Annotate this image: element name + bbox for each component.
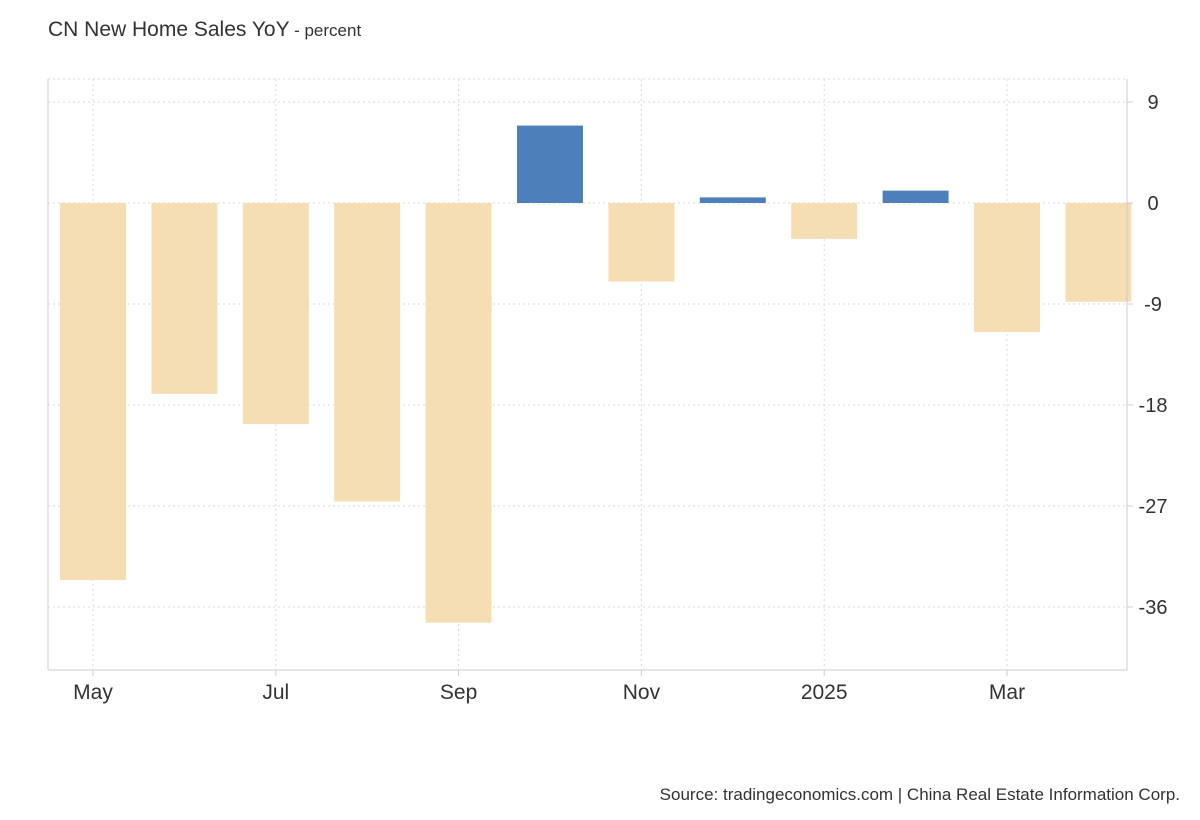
x-tick-label: Jul: [262, 681, 289, 704]
bar: [791, 203, 858, 239]
y-tick-label: 0: [1147, 193, 1158, 215]
x-tick-label: May: [73, 681, 113, 704]
x-tick-label: Sep: [440, 681, 477, 704]
source-note: Source: tradingeconomics.com | China Rea…: [659, 785, 1180, 804]
axis-layer: [47, 79, 1133, 676]
chart-subtitle: - percent: [294, 21, 362, 40]
y-tick-label: -18: [1139, 395, 1168, 417]
x-tick-label: 2025: [801, 681, 848, 704]
bar: [1065, 203, 1132, 302]
bar: [517, 125, 583, 203]
bar: [60, 203, 126, 581]
chart-title-row: CN New Home Sales YoY - percent: [48, 18, 361, 42]
y-tick-label: -9: [1144, 294, 1162, 316]
bar: [151, 203, 218, 394]
y-tick-label: -27: [1139, 496, 1168, 518]
chart-title: CN New Home Sales YoY: [48, 18, 290, 41]
bar: [699, 197, 766, 203]
bar: [334, 203, 401, 502]
x-tick-label: Mar: [989, 681, 1025, 704]
bar: [974, 203, 1040, 333]
bar: [882, 190, 949, 203]
bar: [242, 203, 309, 425]
bar: [425, 203, 492, 623]
x-tick-label: Nov: [623, 681, 661, 704]
y-tick-label: 9: [1147, 92, 1158, 114]
label-layer: May Jul Sep Nov 2025 Mar 9 0 -9 -18 -27 -36: [73, 92, 1167, 704]
y-tick-label: -36: [1139, 597, 1168, 619]
bar-layer: [60, 125, 1132, 623]
bar: [608, 203, 675, 282]
